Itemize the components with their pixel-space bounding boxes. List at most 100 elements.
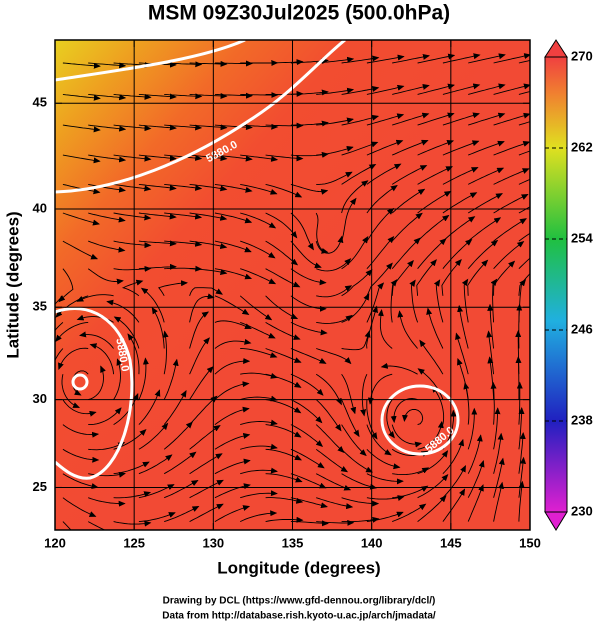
streamline	[341, 473, 378, 490]
streamline	[341, 269, 373, 297]
streamline	[467, 167, 505, 185]
axes: 120 125 130 135 140 145 150 25 30 35 40 45	[33, 40, 541, 550]
streamline	[316, 171, 353, 185]
contour-line	[71, 373, 89, 391]
streamline	[433, 279, 444, 323]
colorbar-ticks: 230 238 246 254 262 270	[545, 48, 593, 518]
contour-line	[55, 40, 246, 82]
streamline	[401, 408, 424, 426]
streamline	[417, 53, 456, 64]
streamline	[62, 448, 100, 463]
streamline	[214, 338, 252, 349]
streamline	[391, 188, 426, 214]
x-axis-label: Longitude (degrees)	[217, 558, 380, 577]
streamline	[214, 357, 251, 375]
y-axis-label: Latitude (degrees)	[3, 211, 22, 358]
streamline	[341, 448, 373, 473]
streamline	[158, 280, 188, 297]
streamline	[366, 511, 404, 523]
streamline	[316, 285, 353, 298]
streamline	[265, 473, 303, 483]
streamline	[391, 259, 414, 296]
streamline	[138, 183, 177, 191]
streamline	[442, 216, 476, 242]
credit-line: Drawing by DCL (https://www.gfd-dennou.o…	[163, 596, 436, 607]
streamline	[316, 348, 352, 365]
streamline	[76, 294, 114, 302]
streamline	[265, 348, 302, 363]
streamline	[290, 295, 327, 312]
streamline	[138, 93, 177, 100]
streamline	[341, 399, 360, 438]
streamline	[214, 295, 250, 316]
streamline	[366, 473, 404, 485]
streamline	[140, 287, 165, 323]
streamline	[417, 495, 447, 522]
streamline	[518, 232, 530, 242]
streamline	[62, 240, 99, 260]
streamline	[189, 293, 215, 323]
y-tick-label: 35	[33, 299, 47, 314]
streamline	[341, 86, 380, 95]
streamline	[58, 347, 89, 370]
streamline	[290, 497, 328, 509]
streamline	[391, 212, 423, 242]
streamline	[189, 124, 228, 131]
streamline	[88, 124, 127, 132]
streamline	[366, 495, 405, 501]
streamline	[290, 373, 324, 396]
streamline	[189, 479, 224, 499]
streamline	[392, 467, 430, 476]
streamline	[468, 112, 506, 126]
streamline	[377, 309, 393, 349]
streamline	[240, 154, 279, 162]
colorbar: 230 238 246 254 262 270	[544, 39, 593, 531]
streamline	[416, 259, 437, 296]
streamline	[417, 368, 444, 400]
streamline	[240, 268, 277, 285]
streamline	[316, 497, 354, 510]
streamline	[366, 305, 378, 349]
streamline	[58, 268, 74, 303]
streamline	[62, 124, 101, 133]
streamline	[366, 282, 385, 323]
streamline	[518, 257, 530, 270]
streamline	[315, 373, 342, 406]
streamline	[493, 112, 530, 126]
streamline	[88, 407, 122, 426]
streamline	[189, 337, 210, 375]
streamline	[62, 424, 100, 438]
streamline	[164, 480, 199, 499]
streamline	[417, 214, 450, 242]
streamline	[366, 207, 395, 242]
streamline	[391, 424, 423, 448]
streamline	[467, 239, 499, 269]
streamline	[163, 358, 179, 400]
streamline	[138, 389, 161, 425]
colorbar-tick-label: 270	[571, 48, 593, 63]
streamline	[240, 395, 278, 402]
streamline	[55, 348, 64, 362]
streamline	[240, 321, 276, 339]
streamline	[214, 92, 253, 99]
streamline	[214, 320, 252, 330]
streamline	[518, 279, 527, 323]
streamline	[493, 141, 530, 156]
streamline	[189, 154, 228, 162]
streamline	[487, 303, 495, 349]
streamline	[490, 381, 497, 425]
streamline	[493, 83, 530, 95]
streamline	[265, 295, 299, 320]
streamline	[164, 212, 203, 220]
streamline	[518, 456, 527, 498]
streamline	[265, 516, 304, 523]
streamline	[290, 520, 329, 527]
streamline	[467, 217, 502, 242]
streamline	[239, 295, 273, 321]
streamline	[441, 259, 462, 296]
streamline	[88, 183, 126, 193]
streamline	[214, 381, 250, 400]
x-tick-label: 140	[361, 535, 383, 550]
streamline	[367, 373, 393, 405]
